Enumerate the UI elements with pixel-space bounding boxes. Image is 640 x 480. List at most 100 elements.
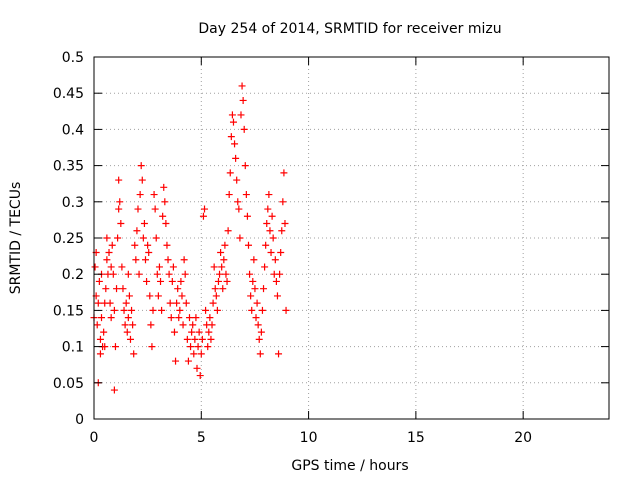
x-tick-label: 10 [300,430,318,446]
data-point [91,263,99,271]
data-point [222,270,230,278]
data-point [198,335,206,343]
data-point [134,205,142,213]
data-point [217,248,225,256]
data-point [247,292,255,300]
data-point [124,314,132,322]
data-point [166,299,174,307]
data-point [111,343,119,351]
data-point [110,386,118,394]
data-point [272,277,280,285]
data-point [216,270,224,278]
data-point [173,299,181,307]
data-point [211,285,219,293]
data-point [161,198,169,206]
data-point [95,277,103,285]
x-tick-label: 20 [514,430,532,446]
data-point [250,256,258,264]
data-point [224,227,232,235]
data-point [238,82,246,90]
data-point [227,133,235,141]
data-point [197,350,205,358]
data-point [256,350,264,358]
data-point [103,256,111,264]
data-point [253,299,261,307]
data-point [122,299,130,307]
data-point [206,314,214,322]
data-point [246,270,254,278]
data-point [108,241,116,249]
data-point [177,277,185,285]
data-point [107,314,115,322]
data-point [101,343,109,351]
data-point [232,154,240,162]
data-point [105,248,113,256]
data-point [163,241,171,249]
data-point [220,256,228,264]
data-point [98,314,106,322]
data-point [208,321,216,329]
data-point [130,350,138,358]
chart-title: Day 254 of 2014, SRMTID for receiver miz… [198,21,501,37]
data-point [180,256,188,264]
data-points [90,82,290,394]
data-point [158,306,166,314]
data-point [202,306,210,314]
data-point [164,256,172,264]
data-point [162,220,170,228]
grid-lines [94,57,609,419]
data-point [278,227,286,235]
data-point [145,248,153,256]
data-point [178,292,186,300]
data-point [188,328,196,336]
data-point [221,241,229,249]
data-point [157,277,165,285]
data-point [135,270,143,278]
data-point [199,212,207,220]
data-point [114,234,122,242]
data-point [280,169,288,177]
data-point [151,205,159,213]
data-point [242,191,250,199]
y-tick-label: 0.4 [62,122,84,138]
data-point [277,248,285,256]
data-point [190,350,198,358]
data-point [204,343,212,351]
y-tick-label: 0.2 [62,267,84,283]
y-tick-label: 0.3 [62,195,84,211]
data-point [269,234,277,242]
data-point [140,220,148,228]
data-point [137,162,145,170]
data-point [165,270,173,278]
data-point [265,191,273,199]
data-point [237,111,245,119]
data-point [102,285,110,293]
data-point [252,314,260,322]
data-point [144,241,152,249]
data-point [258,306,266,314]
data-point [174,285,182,293]
data-point [214,277,222,285]
x-axis-label: GPS time / hours [291,458,408,474]
data-point [176,306,184,314]
y-tick-label: 0.35 [53,159,84,175]
data-point [100,328,108,336]
data-point [275,350,283,358]
y-tick-label: 0.25 [53,231,84,247]
data-point [184,357,192,365]
data-point [195,328,203,336]
data-point [181,270,189,278]
data-point [103,234,111,242]
data-point [225,191,233,199]
data-point [155,263,163,271]
axis-ticks: 0 0.05 0.1 0.15 0.2 0.25 0.3 0.35 0.4 0.45 0.5 0 5 10… [53,50,609,446]
data-point [107,263,115,271]
data-point [192,314,200,322]
data-point [223,277,231,285]
x-tick-label: 15 [407,430,425,446]
data-point [96,335,104,343]
data-point [136,191,144,199]
data-point [257,328,265,336]
y-tick-label: 0.1 [62,340,84,356]
data-point [248,306,256,314]
